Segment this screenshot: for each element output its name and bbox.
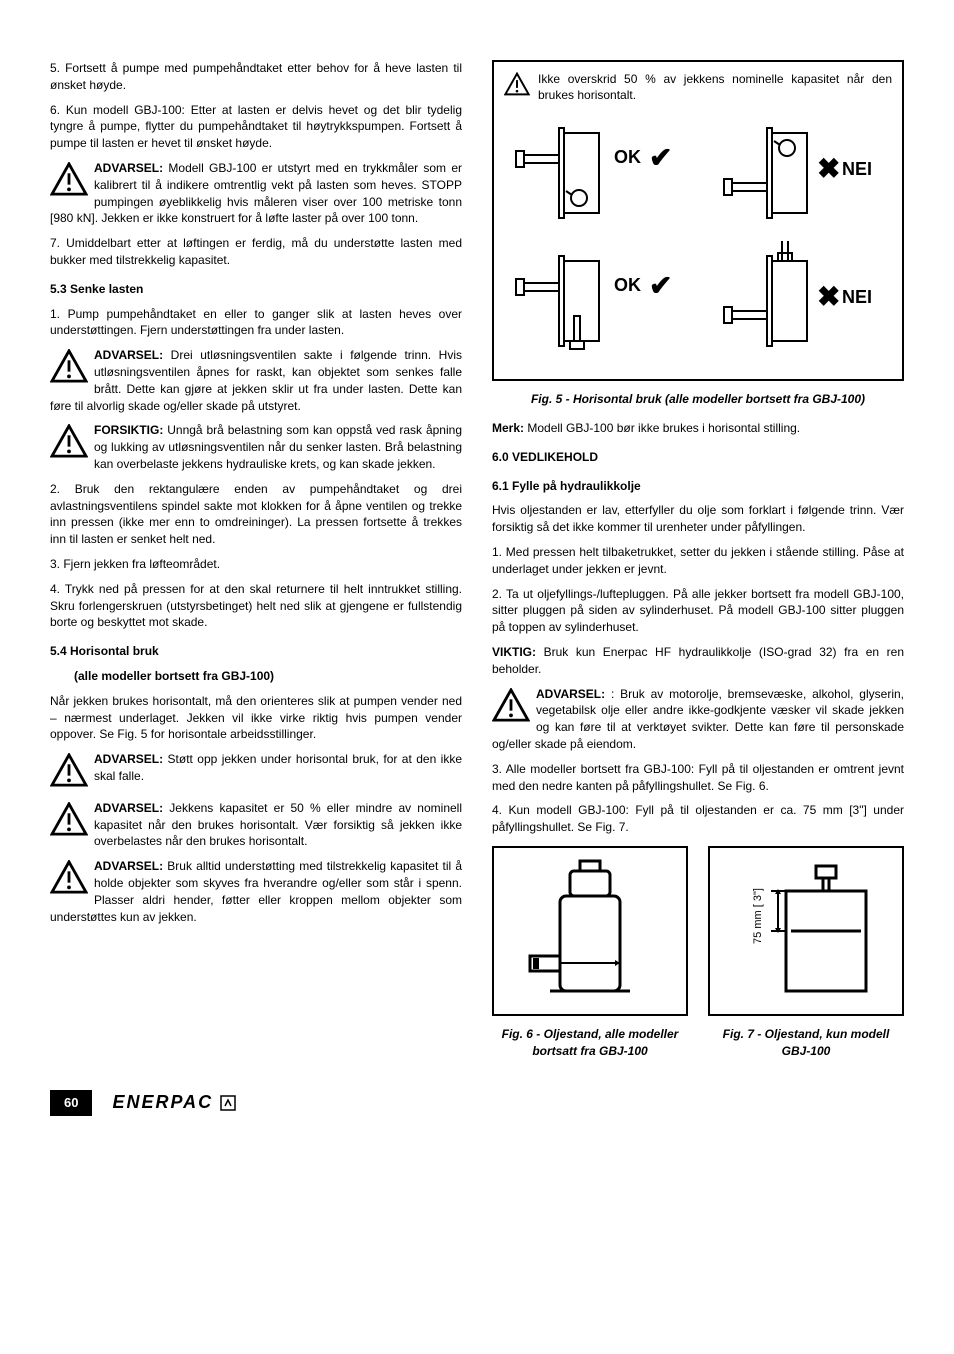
heading-6-0: 6.0 VEDLIKEHOLD <box>492 449 904 466</box>
figure-7-caption: Fig. 7 - Oljestand, kun modell GBJ-100 <box>708 1026 904 1060</box>
footer: 60 ENERPAC <box>50 1090 904 1116</box>
viktig-label: VIKTIG: <box>492 645 536 659</box>
svg-text:OK: OK <box>614 275 641 295</box>
svg-text:75 mm [ 3"]: 75 mm [ 3"] <box>752 888 764 944</box>
warning-label: ADVARSEL: <box>94 348 163 362</box>
s53-li3: 3. Fjern jekken fra løfteområdet. <box>50 556 462 573</box>
warning-5: ADVARSEL: Jekkens kapasitet er 50 % elle… <box>50 800 462 850</box>
warning-6-text: ADVARSEL: Bruk alltid understøtting med … <box>50 858 462 925</box>
warning-2-text: ADVARSEL: Drei utløsningsventilen sakte … <box>50 347 462 414</box>
s61-p1: Hvis oljestanden er lav, etterfyller du … <box>492 502 904 536</box>
heading-6-1: 6.1 Fylle på hydraulikkolje <box>492 478 904 495</box>
warning-triangle-icon <box>50 349 88 388</box>
right-column: Ikke overskrid 50 % av jekkens nominelle… <box>492 60 904 1060</box>
warning-4-text: ADVARSEL: Støtt opp jekken under horison… <box>50 751 462 785</box>
warning-3-text: FORSIKTIG: Unngå brå belastning som kan … <box>50 422 462 472</box>
warning-triangle-icon <box>50 753 88 792</box>
figure-5-row-1: OK ✔ ✖ NEI <box>504 113 892 233</box>
warning-label: FORSIKTIG: <box>94 423 163 437</box>
s61-li2: 2. Ta ut oljefyllings-/luftepluggen. På … <box>492 586 904 636</box>
figure-5-caption: Fig. 5 - Horisontal bruk (alle modeller … <box>492 391 904 408</box>
svg-text:✖: ✖ <box>817 153 840 184</box>
merk-body: Modell GBJ-100 bør ikke brukes i horison… <box>524 421 800 435</box>
warning-7-text: ADVARSEL: : Bruk av motorolje, bremsevæs… <box>492 686 904 753</box>
jack-ok-1: OK ✔ <box>504 113 684 233</box>
list-item-7: 7. Umiddelbart etter at løftingen er fer… <box>50 235 462 269</box>
s54-p1: Når jekken brukes horisontalt, må den or… <box>50 693 462 743</box>
warning-4: ADVARSEL: Støtt opp jekken under horison… <box>50 751 462 792</box>
figure-6: Fig. 6 - Oljestand, alle modeller bortsa… <box>492 846 688 1060</box>
figure-5-row-2: OK ✔ ✖ NEI <box>504 241 892 361</box>
viktig-body: Bruk kun Enerpac HF hydraulikkolje (ISO-… <box>492 645 904 676</box>
warning-triangle-icon <box>50 860 88 899</box>
figure-5-box: Ikke overskrid 50 % av jekkens nominelle… <box>492 60 904 381</box>
warning-label: ADVARSEL: <box>94 859 163 873</box>
svg-text:✔: ✔ <box>649 270 672 301</box>
warning-triangle-icon <box>492 688 530 727</box>
warning-label: ADVARSEL: <box>94 161 163 175</box>
logo-text: ENERPAC <box>112 1092 213 1112</box>
bottle-jack-icon <box>525 856 655 1006</box>
jack-nei-2: ✖ NEI <box>712 241 892 361</box>
warning-2: ADVARSEL: Drei utløsningsventilen sakte … <box>50 347 462 414</box>
merk-label: Merk: <box>492 421 524 435</box>
page-columns: 5. Fortsett å pumpe med pumpehåndtaket e… <box>50 60 904 1060</box>
heading-5-4: 5.4 Horisontal bruk <box>50 643 462 660</box>
heading-5-3: 5.3 Senke lasten <box>50 281 462 298</box>
bottom-figures: Fig. 6 - Oljestand, alle modeller bortsa… <box>492 846 904 1060</box>
viktig-note: VIKTIG: Bruk kun Enerpac HF hydraulikkol… <box>492 644 904 678</box>
s61-li1: 1. Med pressen helt tilbaketrukket, sett… <box>492 544 904 578</box>
svg-text:✖: ✖ <box>817 281 840 312</box>
svg-text:NEI: NEI <box>842 159 872 179</box>
s61-li3: 3. Alle modeller bortsett fra GBJ-100: F… <box>492 761 904 795</box>
svg-text:✔: ✔ <box>649 142 672 173</box>
s61-li4: 4. Kun modell GBJ-100: Fyll på til oljes… <box>492 802 904 836</box>
jack-nei-1: ✖ NEI <box>712 113 892 233</box>
warning-1: ADVARSEL: Modell GBJ-100 er utstyrt med … <box>50 160 462 227</box>
warning-7: ADVARSEL: : Bruk av motorolje, bremsevæs… <box>492 686 904 753</box>
cylinder-jack-icon: 75 mm [ 3"] <box>731 856 881 1006</box>
warning-triangle-icon <box>504 72 530 101</box>
svg-text:OK: OK <box>614 147 641 167</box>
figure-6-caption: Fig. 6 - Oljestand, alle modeller bortsa… <box>492 1026 688 1060</box>
heading-5-4-sub: (alle modeller bortsett fra GBJ-100) <box>50 668 462 685</box>
page-number: 60 <box>50 1090 92 1116</box>
enerpac-logo: ENERPAC <box>112 1090 236 1115</box>
svg-text:NEI: NEI <box>842 287 872 307</box>
warning-3: FORSIKTIG: Unngå brå belastning som kan … <box>50 422 462 472</box>
figure-5-header: Ikke overskrid 50 % av jekkens nominelle… <box>504 72 892 103</box>
s53-li2: 2. Bruk den rektangulære enden av pumpeh… <box>50 481 462 548</box>
left-column: 5. Fortsett å pumpe med pumpehåndtaket e… <box>50 60 462 1060</box>
warning-triangle-icon <box>50 802 88 841</box>
jack-ok-2: OK ✔ <box>504 241 684 361</box>
warning-label: ADVARSEL: <box>94 752 163 766</box>
list-item-6: 6. Kun modell GBJ-100: Etter at lasten e… <box>50 102 462 152</box>
figure-5-note: Ikke overskrid 50 % av jekkens nominelle… <box>538 72 892 103</box>
warning-triangle-icon <box>50 424 88 463</box>
warning-label: ADVARSEL: <box>536 687 605 701</box>
warning-label: ADVARSEL: <box>94 801 163 815</box>
list-item-5: 5. Fortsett å pumpe med pumpehåndtaket e… <box>50 60 462 94</box>
warning-1-text: ADVARSEL: Modell GBJ-100 er utstyrt med … <box>50 160 462 227</box>
warning-triangle-icon <box>50 162 88 201</box>
warning-6: ADVARSEL: Bruk alltid understøtting med … <box>50 858 462 925</box>
s53-li4: 4. Trykk ned på pressen for at den skal … <box>50 581 462 631</box>
warning-5-text: ADVARSEL: Jekkens kapasitet er 50 % elle… <box>50 800 462 850</box>
s53-li1: 1. Pump pumpehåndtaket en eller to gange… <box>50 306 462 340</box>
merk-note: Merk: Modell GBJ-100 bør ikke brukes i h… <box>492 420 904 437</box>
figure-7: 75 mm [ 3"] Fig. 7 - Oljestand, kun mode… <box>708 846 904 1060</box>
